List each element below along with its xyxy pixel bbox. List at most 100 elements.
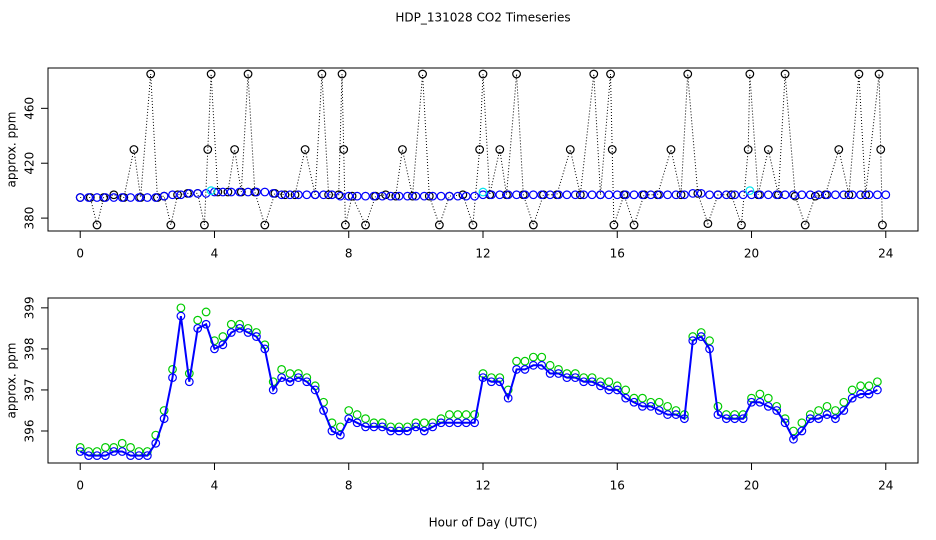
point [335, 191, 345, 201]
point [100, 193, 110, 202]
point [587, 377, 597, 387]
point [805, 190, 815, 200]
point [646, 190, 656, 200]
point [726, 190, 736, 200]
point [486, 190, 496, 200]
point [268, 189, 278, 198]
point [394, 191, 404, 201]
point [285, 377, 295, 387]
point [666, 145, 676, 154]
point [173, 190, 182, 200]
point [293, 373, 303, 383]
x-tick-label: 0 [76, 479, 84, 493]
point [470, 191, 480, 201]
y-tick-label: 460 [23, 97, 37, 120]
point [285, 190, 295, 200]
y-tick-label: 396 [23, 420, 37, 443]
point [203, 145, 213, 154]
point [705, 336, 714, 346]
point [184, 189, 194, 198]
y-tick-label: 397 [23, 378, 37, 401]
point [747, 397, 756, 407]
point [243, 69, 253, 79]
point [126, 193, 135, 202]
point [854, 69, 864, 79]
point [218, 340, 228, 350]
point [428, 422, 438, 432]
y-tick-label: 399 [23, 296, 37, 319]
point [612, 385, 622, 395]
point [445, 191, 454, 201]
point [737, 220, 746, 230]
point [386, 426, 396, 436]
point [789, 434, 798, 444]
point [646, 401, 656, 411]
point [562, 373, 572, 383]
point [352, 418, 362, 428]
point [168, 373, 177, 383]
point [872, 377, 882, 387]
point [361, 191, 370, 201]
point [109, 193, 119, 202]
point [445, 418, 454, 428]
point [847, 190, 857, 200]
point [453, 191, 463, 201]
point [260, 187, 270, 197]
point [478, 373, 488, 383]
point [75, 447, 85, 456]
point [587, 190, 597, 200]
point [772, 406, 782, 415]
point [512, 356, 521, 366]
point [403, 426, 412, 436]
point [763, 145, 773, 154]
point [797, 418, 807, 428]
point [218, 187, 228, 197]
point [411, 191, 421, 201]
point [277, 190, 287, 200]
point [621, 385, 631, 395]
point [470, 418, 480, 428]
point [638, 401, 647, 411]
point [872, 385, 882, 395]
point [881, 190, 891, 200]
point [570, 373, 580, 383]
point [872, 190, 882, 200]
point [159, 191, 169, 201]
point [475, 145, 485, 154]
point [129, 145, 139, 154]
point [176, 303, 186, 313]
point [730, 190, 740, 200]
point [797, 426, 807, 436]
point [730, 414, 740, 424]
point [676, 190, 686, 200]
point [755, 397, 765, 407]
point [861, 190, 871, 200]
x-tick-label: 4 [211, 479, 219, 493]
point [478, 190, 488, 200]
point [109, 190, 119, 200]
point [436, 418, 446, 428]
x-tick-label: 8 [345, 247, 353, 261]
point [419, 418, 429, 428]
point [797, 190, 807, 200]
point [260, 344, 270, 354]
point [874, 69, 884, 79]
point [453, 410, 463, 419]
point [117, 193, 127, 202]
point [856, 381, 866, 391]
point [419, 426, 429, 436]
point [377, 191, 387, 201]
point [200, 220, 209, 230]
x-tick-label: 24 [878, 479, 893, 493]
point [302, 190, 312, 200]
point [461, 418, 471, 428]
point [159, 414, 169, 424]
point [745, 69, 755, 79]
point [772, 190, 782, 200]
point [831, 414, 840, 424]
point [805, 414, 815, 424]
point [629, 220, 639, 230]
point [520, 190, 530, 200]
point [201, 189, 211, 198]
